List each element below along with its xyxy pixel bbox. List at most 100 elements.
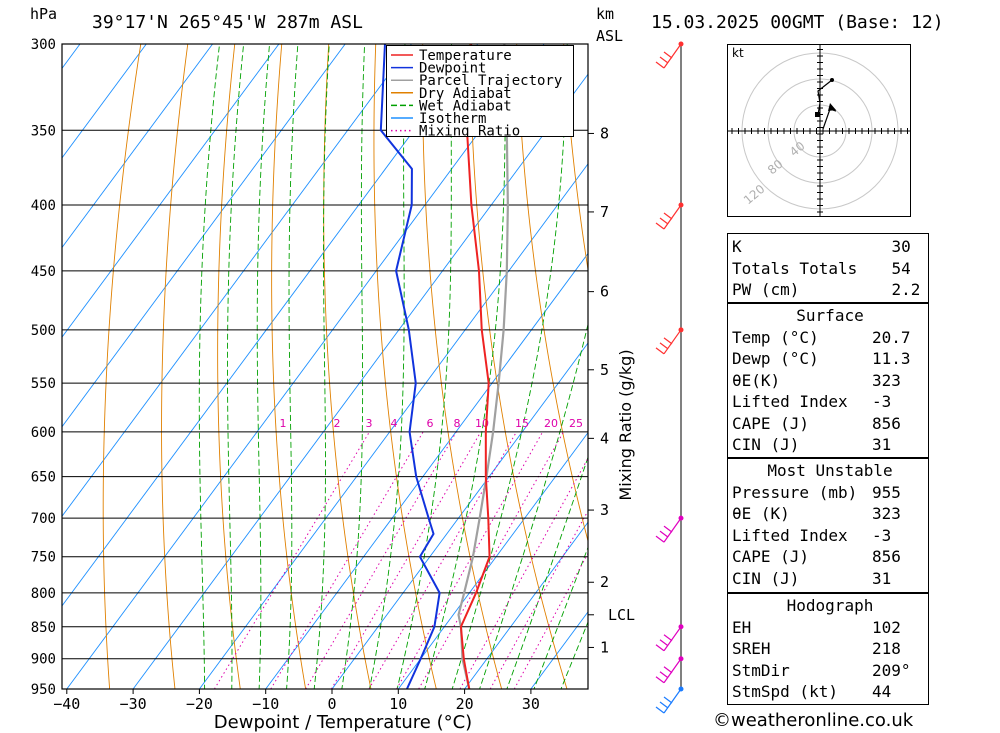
km-tick-label: 5 [600,361,609,379]
pressure-tick-label: 850 [31,620,56,636]
wet-adiabat-line [506,455,588,689]
wind-barb-flag [659,217,669,225]
isotherm-line [62,44,280,338]
wind-barb-flag [655,347,665,355]
index-value: 2.2 [891,280,921,299]
wind-barb-flag [663,634,673,642]
mixing-ratio-label: 6 [427,417,434,430]
skewt-chart: 1 2 3 4 6 8 10 15 20 25 3003504004505005506006507… [31,37,700,733]
wet-adiabat-line [424,44,507,689]
mu-label: CIN (J) [732,568,800,588]
pressure-tick-label: 650 [31,470,56,486]
indices-box: K 30 Totals Totals 54 PW (cm) 2.2 [727,233,929,303]
surface-value: 856 [872,413,901,433]
wind-barb-flag [655,706,665,714]
dry-adiabat-line [658,44,700,692]
datetime-title: 15.03.2025 00GMT (Base: 12) [651,12,944,33]
km-tick-label: 8 [600,124,609,142]
wind-barb-flag [659,701,669,709]
temperature-line [459,44,491,689]
surface-label: CIN (J) [732,435,800,454]
hodo-label: SREH [732,639,771,658]
x-tick-label: −40 [53,695,80,713]
location-title: 39°17'N 265°45'W 287m ASL [92,12,363,33]
surface-box: Surface Temp (°C) 20.7 Dewp (°C) 11.3 θE(K… [727,303,929,458]
pressure-tick-label: 950 [31,682,56,698]
wind-barb-flag [659,639,669,647]
isotherm-line [132,73,588,689]
index-row-k: K 30 [728,236,928,258]
isotherm-line [62,44,213,249]
wind-barb-staff [663,658,682,684]
index-row-pw: PW (cm) 2.2 [728,279,928,301]
mixing-ratio-line [459,457,588,689]
wind-barb-flag [659,342,669,350]
legend-label: Mixing Ratio [419,124,520,136]
dry-adiabat-line [469,44,568,689]
wind-barb-staff [663,626,682,652]
dry-adiabat-line [271,44,307,689]
mixing-ratio-label: 3 [366,417,373,430]
wet-adiabat-line [286,44,299,689]
wet-adiabat-line [341,44,366,689]
mu-label: Lifted Index [732,525,848,545]
isotherm-line [397,431,588,689]
dry-adiabat-line [102,44,142,689]
surface-label: Temp (°C) [732,327,819,347]
wind-barb-flag [655,535,665,543]
pressure-tick-label: 600 [31,425,56,441]
copyright-link[interactable]: ©weatheronline.co.uk [713,710,914,731]
wind-barb-flag [655,676,665,684]
mu-value: 856 [872,547,901,566]
hodograph-point-top [830,78,834,82]
wind-barb-staff [663,43,682,69]
mixing-ratio-label: 4 [391,417,398,430]
mixing-ratio-line [305,431,457,689]
wet-adiabat-line [451,44,568,689]
dry-adiabat-line [373,44,437,689]
x-tick-label: −10 [252,695,279,713]
hodograph-trace-upper [817,79,833,116]
isotherm-line [199,163,588,689]
hodograph-ring-label-80: 80 [765,157,786,178]
isotherm-line [464,521,588,689]
hodograph: kt 40 80 120 [727,44,911,217]
hodo-label: StmDir [732,660,790,680]
km-tick-label: LCL [608,606,635,624]
km-tick-label: 3 [600,501,609,519]
pressure-tick-label: 900 [31,652,56,668]
index-label: Totals Totals [732,258,858,278]
surface-label: Dewp (°C) [732,349,819,368]
isotherm-line [265,252,588,689]
hodograph-ring-label-120: 120 [741,182,768,207]
mixing-ratio-line [396,431,544,689]
km-tick-label: 1 [600,638,609,656]
wind-barb [655,658,682,684]
mu-value: 323 [872,504,901,523]
pressure-tick-label: 450 [31,264,56,280]
wet-adiabat-line [396,44,453,689]
index-label: PW (cm) [732,280,800,299]
wind-barb-flag [659,56,669,64]
wind-barb-flag [655,61,665,69]
km-tick-label: 6 [600,283,609,301]
surface-label: Lifted Index [732,392,848,411]
asl-axis-unit: ASL [596,27,624,45]
wet-adiabat-line [369,44,406,689]
wind-barb-flag [659,671,669,679]
isotherm-line [66,44,545,689]
wind-barb-staff [663,204,682,230]
dry-adiabat-line [161,44,189,689]
wind-barb-staff [663,517,682,543]
surface-label: θE(K) [732,370,781,390]
index-value: 54 [891,258,911,278]
wet-adiabat-line [313,44,330,689]
most-unstable-box: Most Unstable Pressure (mb) 955 θE (K) 323… [727,458,929,593]
wet-adiabat-line [227,44,245,689]
surface-value: 11.3 [872,349,911,368]
index-value: 30 [891,237,911,256]
wet-adiabat-line [533,546,588,689]
index-label: K [732,237,742,256]
mixing-ratio-label: 25 [569,417,583,430]
pressure-tick-label: 400 [31,198,56,214]
